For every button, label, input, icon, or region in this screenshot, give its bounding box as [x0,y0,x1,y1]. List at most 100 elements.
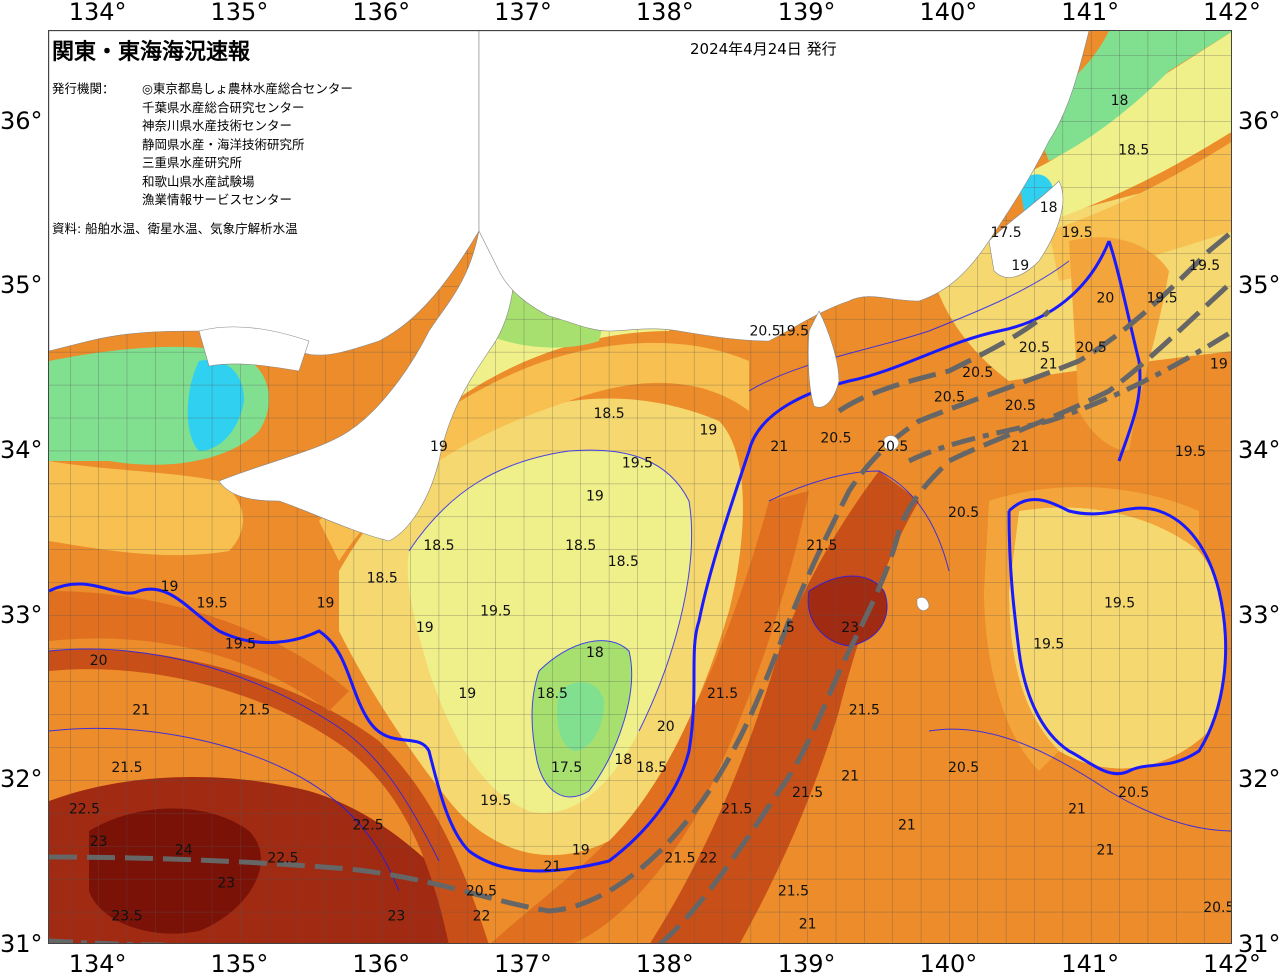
isotherm-label: 20.5 [1019,340,1050,356]
longitude-label-bottom: 136° [352,950,411,978]
map-title: 関東・東海海況速報 [52,40,251,65]
longitude-label-bottom: 138° [635,950,694,978]
longitude-label-bottom: 139° [777,950,836,978]
isotherm-label: 19 [1210,357,1228,373]
isotherm-label: 19 [430,439,448,455]
isotherm-label: 19 [572,842,590,858]
isotherm-label: 19.5 [480,604,511,620]
isotherm-label: 18.5 [367,571,398,587]
isotherm-label: 20.5 [749,324,780,340]
isotherm-label: 23 [841,620,859,636]
isotherm-label: 18 [614,752,632,768]
isotherm-label: 19.5 [1147,291,1178,307]
isotherm-label: 19.5 [1175,444,1206,460]
land-awaji-kii-north [198,326,310,372]
land-kii-peninsula [218,200,516,542]
latitude-label-left: 34° [0,435,43,464]
warm-zone-21-south [491,491,809,943]
isotherm-label: 21 [841,768,859,784]
isotherm-label: 19.5 [480,793,511,809]
isotherm-label: 21.5 [806,538,837,554]
isotherm-label: 21 [543,859,561,875]
isotherm-label: 18.5 [594,406,625,422]
isotherm-20-east [1007,497,1228,776]
land-masses [49,31,1090,611]
isotherm-20-ne [1107,240,1142,462]
isotherm-label: 20 [657,719,675,735]
sea-temperature-map: 19 19.5 19.5 20 21 21.5 21.5 22.5 23 24 23 22.5 22.5… [48,30,1232,944]
isotherm-label: 17.5 [551,760,582,776]
map-canvas: 19 19.5 19.5 20 21 21.5 21.5 22.5 23 24 23 22.5 22.5… [49,31,1231,943]
isotherm-label: 19.5 [778,324,809,340]
isotherm-label: 19 [586,488,604,504]
isotherm-label: 19 [317,595,335,611]
agency-item: 漁業情報サービスセンター [141,192,292,207]
latitude-label-left: 32° [0,765,43,794]
isotherm-label: 22.5 [69,801,100,817]
bay-zone-19 [49,461,243,556]
land-honshu-center [478,31,1090,342]
latitude-label-left: 36° [0,106,43,135]
isotherm-label: 20.5 [820,431,851,447]
warm-zone-22 [49,649,489,943]
latitude-label-right: 33° [1238,600,1280,629]
isotherm-label: 19.5 [196,595,227,611]
isotherm-label: 23.5 [111,908,142,924]
isotherm-label: 18.5 [565,538,596,554]
land-boso [988,180,1064,278]
isotherm-label: 18.5 [608,554,639,570]
isotherm-label: 21 [799,917,817,933]
isotherm-label: 21 [1068,801,1086,817]
east-eddy-19-5 [1009,507,1226,769]
isotherm-label: 21.5 [778,884,809,900]
isotherm-label: 18.5 [423,538,454,554]
isotherm-label: 20.5 [948,505,979,521]
isotherm-label: 22.5 [764,620,795,636]
isotherm-label: 21 [1011,439,1029,455]
longitude-label-bottom: 135° [210,950,269,978]
isotherm-label: 22.5 [267,851,298,867]
isotherm-value-labels: 19 19.5 19.5 20 21 21.5 21.5 22.5 23 24 23 22.5 22.5… [69,93,1231,933]
ne-zone-17-5 [1029,31,1231,161]
longitude-label-top: 139° [777,0,836,26]
isotherm-label: 19.5 [1033,637,1064,653]
isotherm-label: 21.5 [664,851,695,867]
agency-item: 和歌山県水産試験場 [141,173,255,189]
isotherm-label: 18.5 [636,760,667,776]
isotherm-label: 20.5 [1005,398,1036,414]
isotherm-label: 18 [1111,93,1129,109]
latitude-label-right: 34° [1238,435,1280,464]
isotherm-label: 23 [90,834,108,850]
isotherm-label: 19.5 [1061,225,1092,241]
latitude-label-left: 33° [0,600,43,629]
land-izu-oshima [883,435,900,451]
isotherm-label: 21.5 [792,785,823,801]
isotherm-thin-lines [49,260,1231,892]
isotherm-label: 23 [387,908,405,924]
isotherm-lines [49,240,1228,873]
kuroshio-axis [49,229,1231,943]
isotherm-label: 19.5 [1189,258,1220,274]
isotherm-label: 21 [132,702,150,718]
warm-zone-21-sw [49,591,349,711]
isotherm-label: 19 [1011,258,1029,274]
agency-item: 三重県水産研究所 [141,155,242,170]
longitude-label-bottom: 142° [1203,950,1261,978]
isotherm-label: 21.5 [111,760,142,776]
issue-date: 2024年4月24日 発行 [690,40,837,58]
isotherm-label: 21 [1096,842,1114,858]
kuroshio-dashdot-line [49,329,1231,943]
agencies-list: ◎東京都島しょ農林水産総合センター 千葉県水産総合研究センター 神奈川県水産技術セン… [142,80,353,210]
latitude-label-right: 32° [1238,765,1280,794]
isotherm-label: 20.5 [962,365,993,381]
isotherm-label: 20.5 [1118,785,1149,801]
isotherm-label: 18.5 [537,686,568,702]
kuroshio-main [49,229,1231,914]
isotherm-label: 22 [699,851,717,867]
isotherm-label: 20.5 [948,760,979,776]
kuroshio-loop [837,309,1051,414]
isotherm-label: 22.5 [352,818,383,834]
isotherm-label: 19 [416,620,434,636]
issuing-agencies: 発行機関： ◎東京都島しょ農林水産総合センター 千葉県水産総合研究センター 神奈川県… [52,80,353,210]
